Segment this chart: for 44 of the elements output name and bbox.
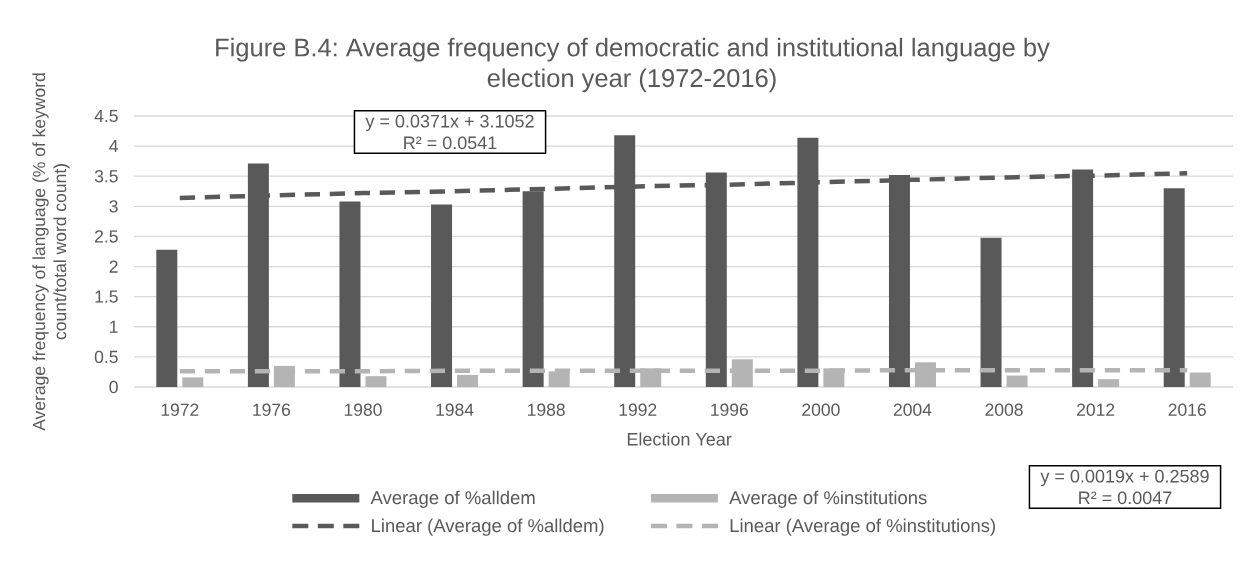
legend-label: Linear (Average of %institutions) xyxy=(730,518,995,536)
y-tick-label: 0 xyxy=(109,380,118,394)
bar xyxy=(980,237,1002,387)
annotation: y = 0.0371x + 3.1052 xyxy=(365,114,534,132)
bar xyxy=(1098,379,1120,387)
y-axis-title: Average frequency of language (% of keyword count/total word count) xyxy=(32,73,70,431)
y-tick-label: 1.5 xyxy=(95,290,118,303)
y-tick-label: 4 xyxy=(109,140,118,153)
x-tick-label: 2000 xyxy=(802,403,840,416)
bar xyxy=(1006,375,1028,387)
y-tick-label: 2.5 xyxy=(95,230,118,243)
x-tick-label: 1972 xyxy=(161,403,199,416)
bar xyxy=(1189,372,1211,387)
y-tick-label: 3.5 xyxy=(94,170,118,183)
bar xyxy=(339,201,361,387)
legend-label: Average of %alldem xyxy=(370,490,535,508)
x-tick-label: 1976 xyxy=(253,403,291,416)
y-tick-label: 2 xyxy=(109,260,118,273)
chart-title: Figure B.4: Average frequency of democratic and institutional language by election year (1972-2016) xyxy=(216,37,1050,93)
text: R² = 0.0047 xyxy=(1079,491,1172,505)
x-tick-label: 1996 xyxy=(711,403,748,416)
y-tick-label: 0.5 xyxy=(94,350,118,364)
y-tick-label: 3 xyxy=(109,200,118,213)
y-tick-label: 1 xyxy=(110,320,118,333)
legend-label: Linear (Average of %alldem) xyxy=(372,518,604,536)
x-axis-title: Election Year xyxy=(627,432,732,446)
text: y = 0.0019x + 0.2589 xyxy=(1040,469,1209,487)
bar xyxy=(156,249,178,387)
bar xyxy=(365,376,387,387)
x-tick-label: 2008 xyxy=(985,403,1023,416)
x-tick-label: 1988 xyxy=(528,403,565,416)
x-tick-label: 1992 xyxy=(619,403,657,416)
bar xyxy=(457,374,479,387)
x-tick-label: 2016 xyxy=(1168,403,1206,416)
annotation: R² = 0.0541 xyxy=(404,136,497,150)
x-tick-label: 1980 xyxy=(344,403,382,416)
x-tick-label: 1984 xyxy=(436,403,474,416)
x-tick-label: 2012 xyxy=(1077,403,1115,416)
x-tick-label: 2004 xyxy=(893,403,932,416)
bar xyxy=(1163,188,1185,387)
bar xyxy=(182,377,204,387)
legend-label: Average of %institutions xyxy=(729,490,927,508)
bar xyxy=(431,204,453,387)
y-tick-label: 4.5 xyxy=(94,109,118,123)
